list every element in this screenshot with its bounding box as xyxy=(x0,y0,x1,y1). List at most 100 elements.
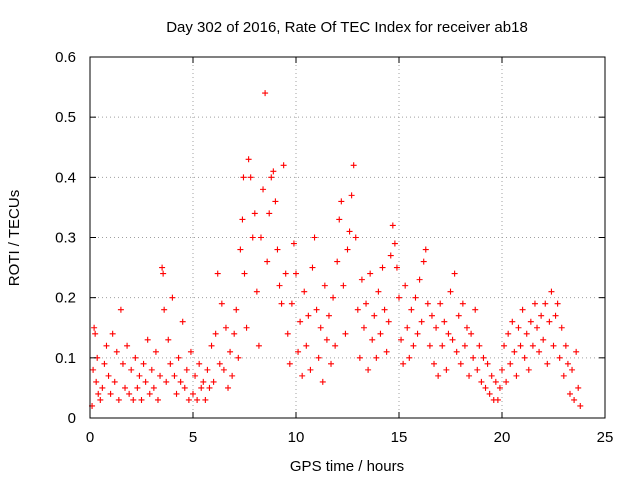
data-point xyxy=(385,318,392,325)
data-point xyxy=(562,342,569,349)
data-point xyxy=(196,360,203,367)
data-point xyxy=(519,306,526,313)
data-point xyxy=(315,354,322,361)
data-point xyxy=(152,348,159,355)
data-point xyxy=(173,390,180,397)
data-point xyxy=(554,300,561,307)
data-point xyxy=(328,360,335,367)
data-point xyxy=(531,300,538,307)
data-point xyxy=(480,354,487,361)
data-point xyxy=(560,372,567,379)
data-point xyxy=(396,294,402,301)
data-point xyxy=(433,324,440,331)
data-point xyxy=(356,354,363,361)
data-point xyxy=(529,342,536,349)
data-point xyxy=(293,270,299,277)
data-point xyxy=(216,360,223,367)
y-tick-label: 0.2 xyxy=(55,290,76,307)
data-point xyxy=(389,222,396,229)
data-point xyxy=(437,300,444,307)
data-point xyxy=(97,396,104,403)
data-point xyxy=(406,354,413,361)
data-point xyxy=(420,258,427,265)
data-point xyxy=(253,288,260,295)
data-point xyxy=(402,282,409,289)
data-point xyxy=(363,300,370,307)
data-points xyxy=(89,90,584,409)
data-point xyxy=(160,270,167,277)
data-point xyxy=(240,174,247,181)
data-point xyxy=(227,348,234,355)
data-point xyxy=(338,198,345,205)
data-point xyxy=(330,294,337,301)
x-tick-label: 25 xyxy=(597,429,614,446)
data-point xyxy=(556,354,563,361)
data-point xyxy=(348,192,355,199)
data-point xyxy=(499,366,505,373)
data-point xyxy=(105,372,112,379)
data-point xyxy=(358,276,365,283)
data-point xyxy=(416,276,423,283)
data-point xyxy=(148,366,155,373)
data-point xyxy=(414,330,421,337)
data-point xyxy=(521,354,528,361)
data-point xyxy=(278,300,285,307)
data-point xyxy=(408,306,415,313)
data-point xyxy=(266,210,273,217)
data-point xyxy=(138,396,145,403)
data-point xyxy=(350,162,357,169)
data-point xyxy=(527,318,534,325)
data-point xyxy=(260,186,267,193)
data-point xyxy=(241,270,248,277)
data-point xyxy=(352,234,359,241)
data-point xyxy=(552,312,559,319)
data-point xyxy=(418,318,425,325)
data-point xyxy=(307,366,314,373)
data-point xyxy=(146,390,153,397)
data-point xyxy=(301,288,308,295)
data-point xyxy=(235,354,242,361)
x-tick-label: 15 xyxy=(391,429,408,446)
data-point xyxy=(525,366,532,373)
data-point xyxy=(412,294,419,301)
data-point xyxy=(455,312,462,319)
data-point xyxy=(247,174,254,181)
data-point xyxy=(431,360,438,367)
data-point xyxy=(288,300,295,307)
data-point xyxy=(144,336,151,343)
data-point xyxy=(564,360,571,367)
data-point xyxy=(251,210,258,217)
data-point xyxy=(303,342,310,349)
data-point xyxy=(119,360,126,367)
y-tick-label: 0.6 xyxy=(55,49,76,66)
data-point xyxy=(398,336,405,343)
data-point xyxy=(410,342,417,349)
data-point xyxy=(212,330,219,337)
data-point xyxy=(340,282,347,289)
data-point xyxy=(381,306,388,313)
data-point xyxy=(113,348,120,355)
data-point xyxy=(566,390,573,397)
data-point xyxy=(136,372,143,379)
data-point xyxy=(393,264,400,271)
data-point xyxy=(534,324,541,331)
data-point xyxy=(383,348,390,355)
data-point xyxy=(220,366,227,373)
data-point xyxy=(346,228,353,235)
data-point xyxy=(334,258,341,265)
data-point xyxy=(161,306,168,313)
data-point xyxy=(451,270,458,277)
data-point xyxy=(435,372,442,379)
data-point xyxy=(577,402,584,409)
data-point xyxy=(344,246,351,253)
data-point xyxy=(494,396,501,403)
data-point xyxy=(206,384,213,391)
data-point xyxy=(192,372,199,379)
data-point xyxy=(354,306,361,313)
data-point xyxy=(404,324,411,331)
axis-ticks: 0 5 10 15 20 25 0 0.1 0.2 0.3 0.4 0.5 0.6 xyxy=(55,49,613,446)
data-point xyxy=(517,342,524,349)
data-point xyxy=(225,384,232,391)
data-point xyxy=(509,318,516,325)
data-point xyxy=(400,360,407,367)
